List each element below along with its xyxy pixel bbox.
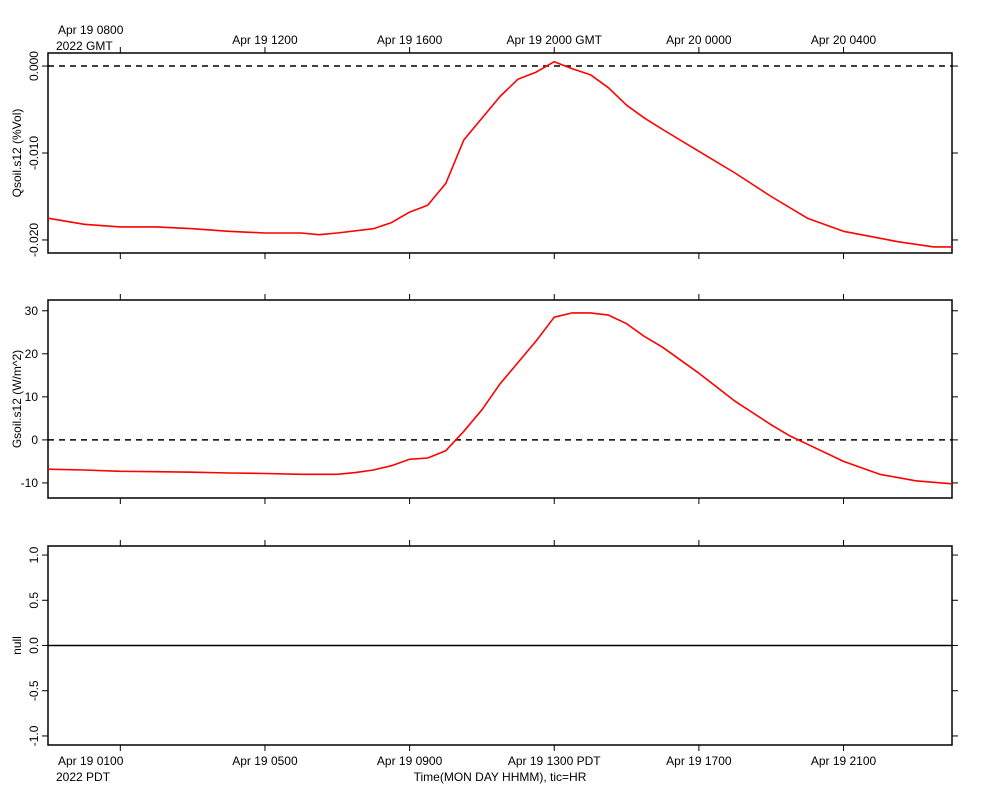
null-y-tick-label: 1.0 (27, 546, 41, 563)
gmt-tick-labels: Apr 19 1200 Apr 19 1600 Apr 19 2000 GMT Apr… (232, 33, 876, 47)
gsoil-y-axis-label: Gsoil.s12 (W/m^2) (10, 350, 24, 448)
gsoil-y-tick-label: 10 (25, 390, 39, 404)
qsoil-y-tick-label: -0.010 (27, 136, 41, 170)
gmt-tick-label: Apr 20 0000 (666, 33, 732, 47)
x-axis-label: Time(MON DAY HHMM), tic=HR (414, 770, 587, 784)
null-y-tick-label: -1.0 (27, 725, 41, 746)
gmt-tick-label: Apr 19 2000 GMT (507, 33, 603, 47)
gsoil-y-tick-label: 30 (25, 304, 39, 318)
gsoil-frame (47, 299, 953, 499)
gmt-tick-label: Apr 19 1600 (377, 33, 443, 47)
qsoil-series-line (47, 60, 952, 248)
qsoil-frame (47, 52, 953, 254)
gmt-year-label: 2022 GMT (56, 39, 113, 53)
pdt-tick-label: Apr 19 1300 PDT (508, 754, 601, 768)
qsoil-y-tick-label: -0.020 (27, 223, 41, 257)
pdt-tick-label: Apr 19 1700 (666, 754, 732, 768)
null-y-tick-label: -0.5 (27, 680, 41, 701)
qsoil-panel: 0.000 -0.010 -0.020 Qsoil.s12 (%Vol) (10, 47, 958, 259)
pdt-tick-label: Apr 19 2100 (811, 754, 877, 768)
pdt-year-label: 2022 PDT (56, 770, 111, 784)
gsoil-y-tick-label: 20 (25, 347, 39, 361)
null-y-tick-label: 0.0 (27, 637, 41, 654)
qsoil-y-axis-label: Qsoil.s12 (%Vol) (10, 109, 24, 198)
pdt-tick-labels: Apr 19 0500 Apr 19 0900 Apr 19 1300 PDT Apr… (232, 754, 876, 768)
gmt-tick-label: Apr 19 1200 (232, 33, 298, 47)
gsoil-series-line (47, 312, 953, 485)
gsoil-panel: 30 20 10 0 -10 Gsoil.s12 (W/m^2) (10, 294, 958, 504)
pdt-tick-label: Apr 19 0900 (377, 754, 443, 768)
qsoil-y-tick-label: 0.000 (27, 51, 41, 81)
pdt-first-tick-label: Apr 19 0100 (58, 754, 124, 768)
gsoil-y-tick-label: -10 (21, 476, 39, 490)
gmt-tick-label: Apr 20 0400 (811, 33, 877, 47)
null-panel: 1.0 0.5 0.0 -0.5 -1.0 null (10, 540, 958, 751)
null-y-axis-label: null (10, 636, 24, 655)
gmt-first-tick-label: Apr 19 0800 (58, 23, 124, 37)
pdt-tick-label: Apr 19 0500 (232, 754, 298, 768)
gsoil-y-tick-label: 0 (31, 433, 38, 447)
null-y-tick-label: 0.5 (27, 592, 41, 609)
